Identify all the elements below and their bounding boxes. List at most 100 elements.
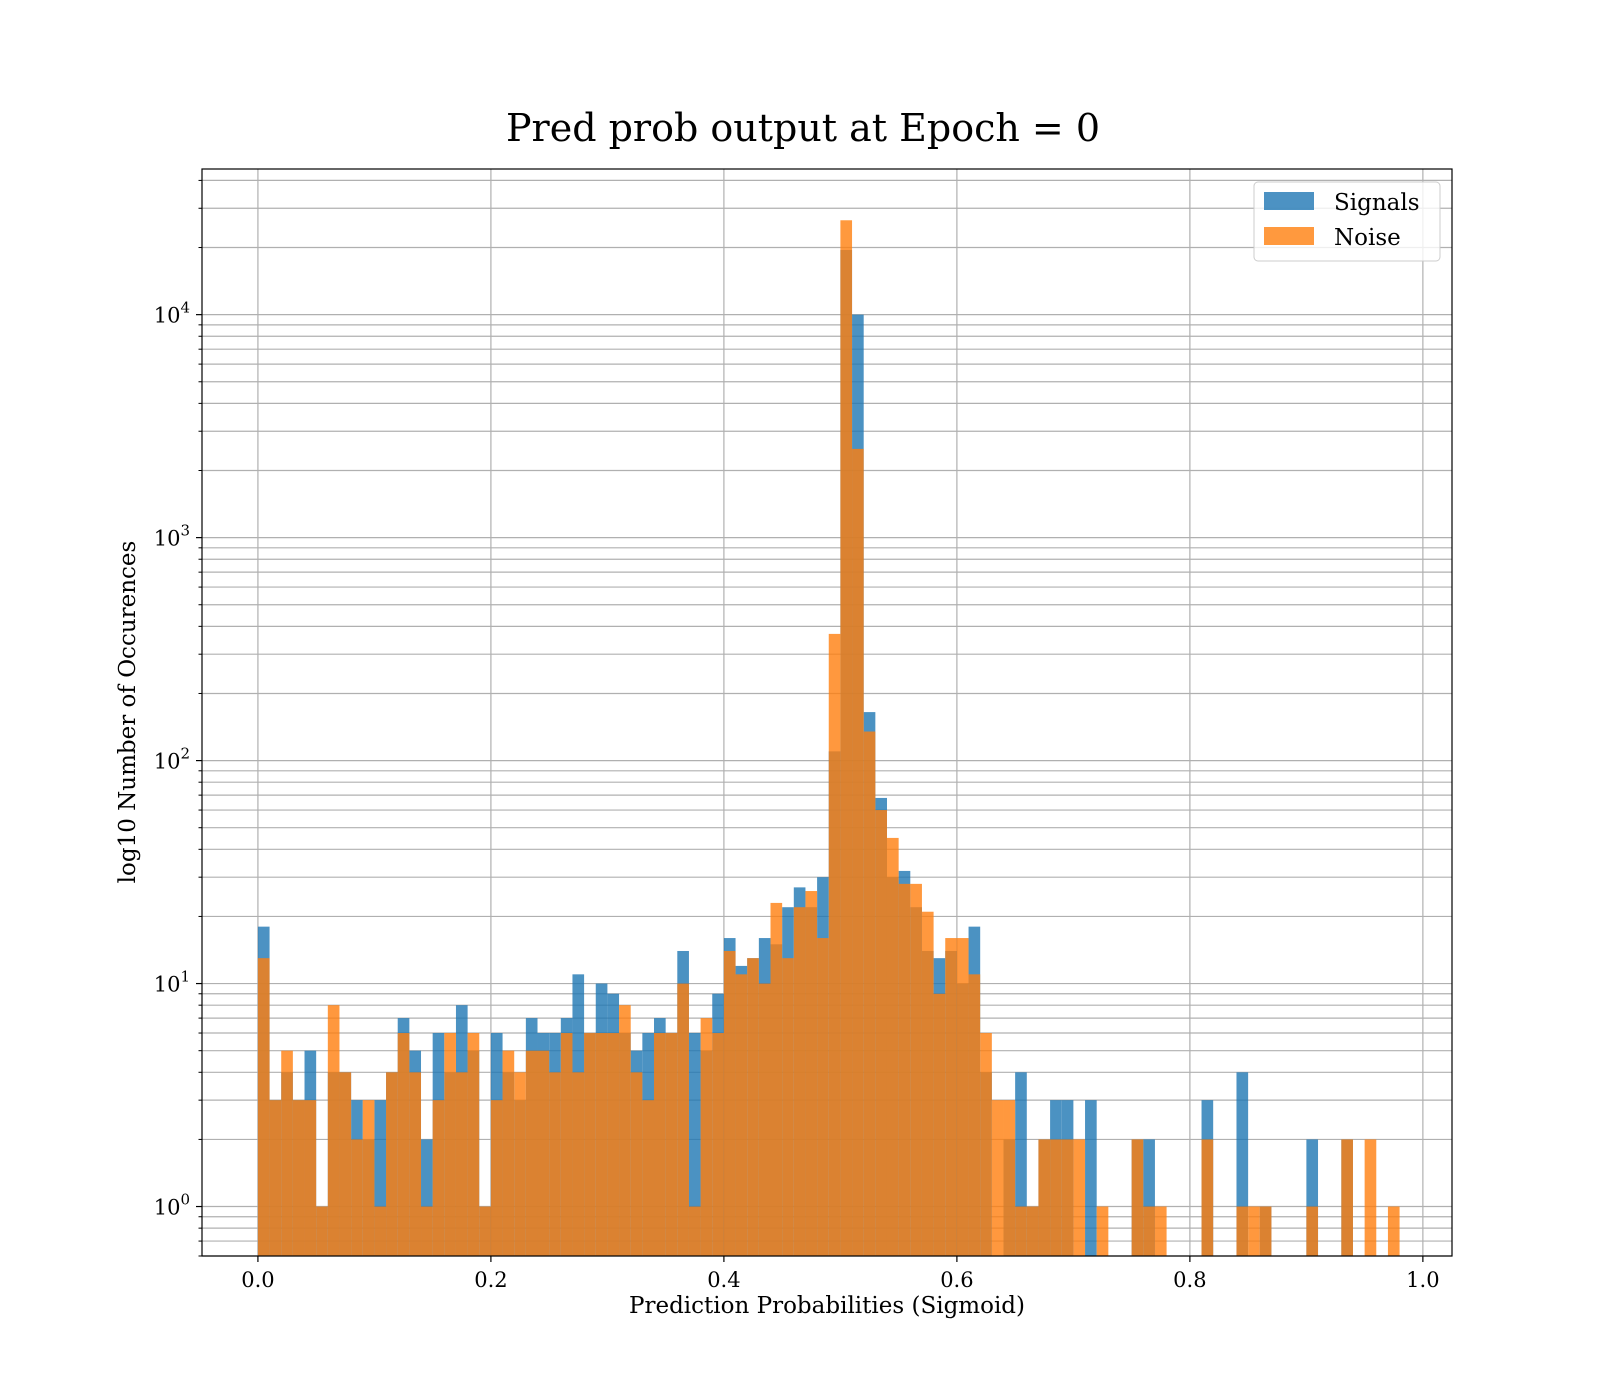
bar-noise xyxy=(1131,1139,1144,1256)
bar-noise xyxy=(292,1100,305,1256)
bar-noise xyxy=(863,731,876,1256)
y-tick-label: 104 xyxy=(154,299,190,328)
bar-noise xyxy=(1143,1206,1155,1256)
bar-signals xyxy=(688,1033,701,1256)
bar-noise xyxy=(490,1100,503,1256)
bar-noise xyxy=(1259,1206,1272,1256)
bar-noise xyxy=(560,1033,573,1256)
x-tick-label: 1.0 xyxy=(1406,1268,1439,1292)
bar-noise xyxy=(525,1050,538,1256)
bar-signals xyxy=(1015,1072,1027,1256)
legend-swatch-noise xyxy=(1264,227,1314,245)
bar-noise xyxy=(316,1206,328,1256)
y-axis-ticks: 100 101 102 103 104 xyxy=(154,179,202,1257)
chart-title: Pred prob output at Epoch = 0 xyxy=(506,106,1100,150)
x-axis-label: Prediction Probabilities (Sigmoid) xyxy=(629,1293,1025,1319)
bar-noise xyxy=(374,1206,387,1256)
bar-noise xyxy=(956,938,969,1256)
bar-noise xyxy=(770,902,783,1256)
bar-noise xyxy=(875,810,887,1256)
legend: Signals Noise xyxy=(1253,181,1441,262)
bar-noise xyxy=(630,1072,643,1256)
bar-noise xyxy=(421,1206,433,1256)
bar-noise xyxy=(805,891,818,1256)
bar-noise xyxy=(572,1072,585,1256)
bar-noise xyxy=(758,983,771,1256)
bar-noise xyxy=(386,1072,398,1256)
y-tick-label: 103 xyxy=(154,522,190,551)
bar-signals xyxy=(1143,1139,1155,1256)
bar-noise xyxy=(910,883,922,1256)
bar-noise xyxy=(304,1100,317,1256)
bar-noise xyxy=(852,448,864,1256)
bar-noise xyxy=(1096,1206,1109,1256)
bar-noise xyxy=(840,220,853,1257)
x-tick-label: 0.8 xyxy=(1173,1268,1206,1292)
bar-noise xyxy=(1236,1206,1249,1256)
bar-noise xyxy=(654,1033,666,1256)
x-tick-label: 0.2 xyxy=(474,1268,507,1292)
bar-noise xyxy=(782,958,794,1256)
bar-noise xyxy=(269,1100,282,1256)
y-tick-label: 102 xyxy=(154,745,190,774)
bar-noise xyxy=(607,1033,620,1256)
bar-noise xyxy=(991,1100,1004,1256)
bar-noise xyxy=(933,993,946,1256)
bar-noise xyxy=(1341,1139,1353,1256)
y-tick-label: 101 xyxy=(154,968,190,997)
bar-noise xyxy=(502,1050,515,1256)
x-axis-ticks: 0.0 0.2 0.4 0.6 0.8 1.0 xyxy=(241,1256,1440,1292)
bar-noise xyxy=(898,883,911,1256)
bar-noise xyxy=(1050,1139,1062,1256)
bar-signals xyxy=(1306,1139,1319,1256)
bar-noise xyxy=(409,1072,422,1256)
bar-noise xyxy=(327,1005,340,1256)
bar-noise xyxy=(980,1033,992,1256)
bar-noise xyxy=(968,974,981,1256)
bar-noise xyxy=(665,1033,678,1256)
legend-label-noise: Noise xyxy=(1334,225,1401,251)
bar-noise xyxy=(584,1033,596,1256)
bar-noise xyxy=(828,633,841,1256)
bar-noise xyxy=(619,1005,631,1256)
plot-area-frame xyxy=(201,168,1453,1257)
bar-signals xyxy=(374,1100,387,1256)
bar-noise xyxy=(1061,1139,1074,1256)
bar-noise xyxy=(677,983,689,1256)
bar-noise xyxy=(467,1033,480,1256)
bar-noise xyxy=(1364,1139,1377,1256)
series-noise-bars xyxy=(257,220,1400,1257)
legend-label-signals: Signals xyxy=(1334,190,1420,216)
bar-noise xyxy=(455,1072,468,1256)
bar-noise xyxy=(688,1206,701,1256)
bar-noise xyxy=(351,1139,363,1256)
bar-signals xyxy=(1085,1100,1097,1256)
bar-noise xyxy=(444,1033,456,1256)
bar-signals xyxy=(421,1139,433,1256)
bar-noise xyxy=(642,1100,655,1256)
bar-noise xyxy=(514,1072,526,1256)
bar-signals xyxy=(1236,1072,1249,1256)
bar-noise xyxy=(339,1072,352,1256)
bar-noise xyxy=(1306,1206,1319,1256)
bar-noise xyxy=(549,1072,561,1256)
bar-noise xyxy=(1026,1206,1039,1256)
bar-noise xyxy=(1201,1139,1214,1256)
bar-noise xyxy=(257,958,270,1256)
bar-noise xyxy=(817,938,829,1256)
bar-noise xyxy=(1248,1206,1260,1256)
bar-noise xyxy=(793,907,806,1256)
bar-noise xyxy=(397,1033,410,1256)
bar-noise xyxy=(886,837,899,1256)
bar-noise xyxy=(479,1206,491,1256)
bar-noise xyxy=(1003,1100,1016,1256)
x-tick-label: 0.0 xyxy=(241,1268,274,1292)
bar-noise xyxy=(1073,1139,1086,1256)
bar-noise xyxy=(712,1033,724,1256)
bar-noise xyxy=(700,1018,713,1256)
bar-noise xyxy=(723,950,736,1256)
bar-noise xyxy=(1154,1206,1167,1256)
y-tick-label: 100 xyxy=(154,1191,190,1220)
bar-noise xyxy=(281,1050,293,1256)
